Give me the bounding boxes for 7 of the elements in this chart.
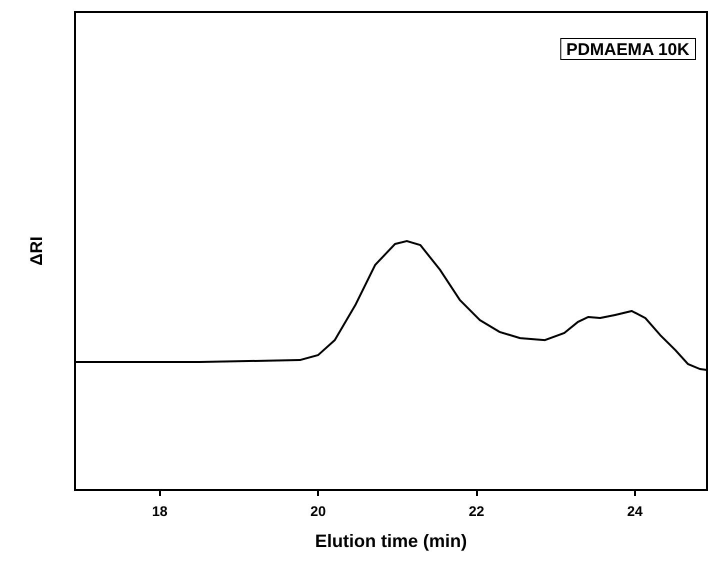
- x-tick-label: 20: [310, 503, 326, 519]
- x-tick-label: 24: [627, 503, 643, 519]
- x-tick-label: 18: [152, 503, 168, 519]
- y-axis-title: ΔRI: [27, 236, 46, 266]
- x-axis-title: Elution time (min): [315, 531, 467, 551]
- x-tick-label: 22: [468, 503, 485, 519]
- text: PDMAEMA 10K: [566, 40, 690, 59]
